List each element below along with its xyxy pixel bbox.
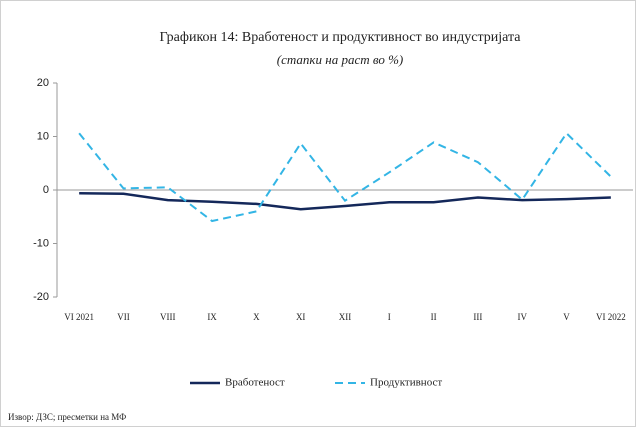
x-tick-label: XI bbox=[296, 312, 306, 322]
x-tick-label: III bbox=[473, 312, 482, 322]
y-tick-label: -20 bbox=[33, 291, 49, 303]
chart-subtitle: (стапки на раст во %) bbox=[277, 52, 403, 67]
x-tick-label: X bbox=[253, 312, 260, 322]
series-line bbox=[78, 131, 612, 223]
y-tick-label: 0 bbox=[43, 184, 49, 196]
x-tick-label: I bbox=[388, 312, 391, 322]
x-tick-label: II bbox=[431, 312, 437, 322]
y-tick-label: 20 bbox=[37, 77, 49, 89]
source-note: Извор: ДЗС; пресметки на МФ bbox=[8, 412, 126, 422]
x-tick-label: XII bbox=[339, 312, 352, 322]
x-tick-label: VI 2021 bbox=[64, 312, 94, 322]
x-tick-label: IV bbox=[517, 312, 527, 322]
chart-title: Графикон 14: Вработеност и продуктивност… bbox=[159, 30, 521, 45]
legend-label: Вработеност bbox=[225, 377, 285, 389]
x-tick-label: IX bbox=[207, 312, 217, 322]
y-tick-label: 10 bbox=[37, 130, 49, 142]
x-tick-label: VIII bbox=[160, 312, 176, 322]
x-tick-label: VI 2022 bbox=[596, 312, 626, 322]
y-tick-label: -10 bbox=[33, 237, 49, 249]
series-line bbox=[79, 191, 611, 211]
x-tick-label: V bbox=[563, 312, 570, 322]
legend-label: Продуктивност bbox=[370, 377, 442, 389]
x-tick-label: VII bbox=[117, 312, 130, 322]
